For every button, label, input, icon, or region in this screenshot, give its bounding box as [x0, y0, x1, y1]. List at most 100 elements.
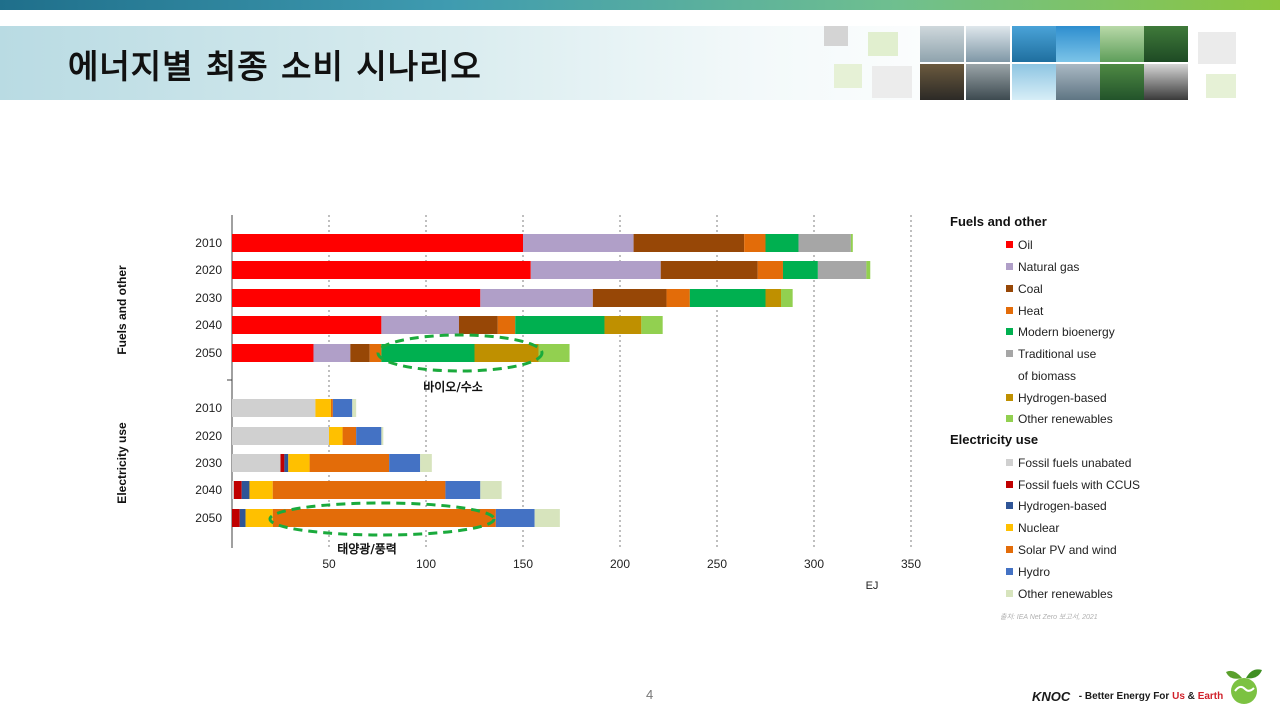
- y-tick-label: 2050: [195, 346, 222, 360]
- bar-segment: [850, 234, 853, 252]
- bar-segment: [530, 261, 661, 279]
- photo-industry: [920, 26, 964, 62]
- slogan-earth: Earth: [1197, 691, 1224, 703]
- bar-segment: [641, 316, 663, 334]
- x-tick-label: 100: [416, 557, 436, 571]
- bar-segment: [284, 454, 289, 472]
- bar-segment: [239, 509, 246, 527]
- deco-square: [1198, 32, 1236, 64]
- legend-swatch: [1006, 415, 1013, 422]
- legend-swatch: [1006, 459, 1013, 466]
- bar-segment: [515, 316, 605, 334]
- bar-segment: [313, 344, 351, 362]
- bar-segment: [352, 399, 357, 417]
- x-tick-label: 350: [901, 557, 921, 571]
- legend-swatch: [1006, 241, 1013, 248]
- legend-item-other-renewables-fuel: Other renewables: [1006, 412, 1113, 426]
- legend-label: Nuclear: [1018, 521, 1060, 535]
- footer-slogan: - Better Energy For Us & Earth: [1078, 691, 1224, 703]
- photo-tanker: [1056, 64, 1100, 100]
- group-label: Fuels and other: [115, 265, 129, 355]
- legend-item-fossil-ccus: Fossil fuels with CCUS: [1006, 478, 1140, 492]
- bar-segment: [288, 454, 310, 472]
- bar-segment: [232, 399, 316, 417]
- bar-segment: [241, 481, 250, 499]
- deco-square: [834, 64, 862, 88]
- legend-item-traditional-biomass-cont: of biomass: [1006, 369, 1076, 383]
- annotation-bio-hydrogen: 바이오/수소: [423, 379, 483, 394]
- footer-logo: KNOC - Better Energy For Us & Earth: [1032, 688, 1223, 706]
- deco-square: [1206, 74, 1236, 98]
- deco-square: [872, 66, 912, 98]
- slogan-prefix: Better Energy For: [1084, 691, 1170, 703]
- legend-heading-fuels: Fuels and other: [950, 214, 1047, 229]
- legend-label: Oil: [1018, 238, 1033, 252]
- bar-segment: [689, 289, 766, 307]
- x-tick-label: 300: [804, 557, 824, 571]
- deco-square: [824, 26, 848, 46]
- legend-swatch: [1006, 285, 1013, 292]
- bar-segment: [866, 261, 871, 279]
- bar-segment: [523, 234, 634, 252]
- highlight-ellipse-solar-wind: [268, 501, 496, 537]
- legend-swatch: [1006, 481, 1013, 488]
- bar-segment: [315, 399, 331, 417]
- legend-item-oil: Oil: [1006, 238, 1033, 252]
- photo-trees: [1100, 64, 1144, 100]
- legend-swatch: [1006, 350, 1013, 357]
- legend-label: of biomass: [1018, 369, 1077, 383]
- bar-segment: [232, 316, 382, 334]
- legend-item-hydro: Hydro: [1006, 565, 1050, 579]
- bar-segment: [480, 481, 502, 499]
- legend-item-hydrogen-elec: Hydrogen-based: [1006, 499, 1107, 513]
- bar-segment: [782, 261, 818, 279]
- bar-segment: [232, 454, 281, 472]
- legend-swatch: [1006, 502, 1013, 509]
- knoc-logo: KNOC: [1032, 689, 1070, 704]
- top-accent-stripe: [0, 0, 1280, 10]
- legend-swatch: [1006, 307, 1013, 314]
- bar-segment: [249, 481, 273, 499]
- bar-segment: [381, 316, 459, 334]
- slogan-amp: &: [1187, 691, 1195, 703]
- photo-co2-leaf: [1100, 26, 1144, 62]
- knoc-logo-text: KNOC: [1032, 689, 1071, 705]
- y-tick-label: 2050: [195, 511, 222, 525]
- legend-swatch: [1006, 546, 1013, 553]
- photo-waves: [1012, 64, 1056, 100]
- bar-segment: [480, 289, 593, 307]
- bar-segment: [495, 509, 535, 527]
- legend-label: Modern bioenergy: [1018, 325, 1115, 339]
- bar-segment: [474, 344, 539, 362]
- legend-heading-electricity: Electricity use: [950, 432, 1039, 447]
- bar-segment: [232, 427, 329, 445]
- bar-segment: [232, 509, 240, 527]
- bar-segment: [330, 399, 333, 417]
- photo-offshore-rig: [920, 64, 964, 100]
- group-label: Electricity use: [115, 422, 129, 504]
- bar-segment: [342, 427, 357, 445]
- bar-segment: [381, 344, 475, 362]
- bar-segment: [232, 344, 314, 362]
- page-number: 4: [646, 687, 654, 702]
- photo-sea-plane: [966, 26, 1010, 62]
- deco-square: [868, 32, 898, 56]
- y-tick-label: 2030: [195, 291, 222, 305]
- bar-segment: [592, 289, 667, 307]
- bar-segment: [332, 399, 353, 417]
- bar-segment: [538, 344, 570, 362]
- bar-segment: [744, 234, 766, 252]
- legend-swatch: [1006, 568, 1013, 575]
- bar-segment: [232, 289, 481, 307]
- y-tick-label: 2040: [195, 318, 222, 332]
- page-title: 에너지별 최종 소비 시나리오: [68, 47, 482, 86]
- bar-segment: [350, 344, 370, 362]
- source-note: 출처: IEA Net Zero 보고서, 2021: [1000, 614, 1098, 621]
- legend-item-nuclear: Nuclear: [1006, 521, 1059, 535]
- bar-segment: [781, 289, 793, 307]
- bar-segment: [534, 509, 560, 527]
- y-tick-label: 2020: [195, 263, 222, 277]
- legend-label: Coal: [1018, 282, 1043, 296]
- legend-label: Hydro: [1018, 565, 1051, 579]
